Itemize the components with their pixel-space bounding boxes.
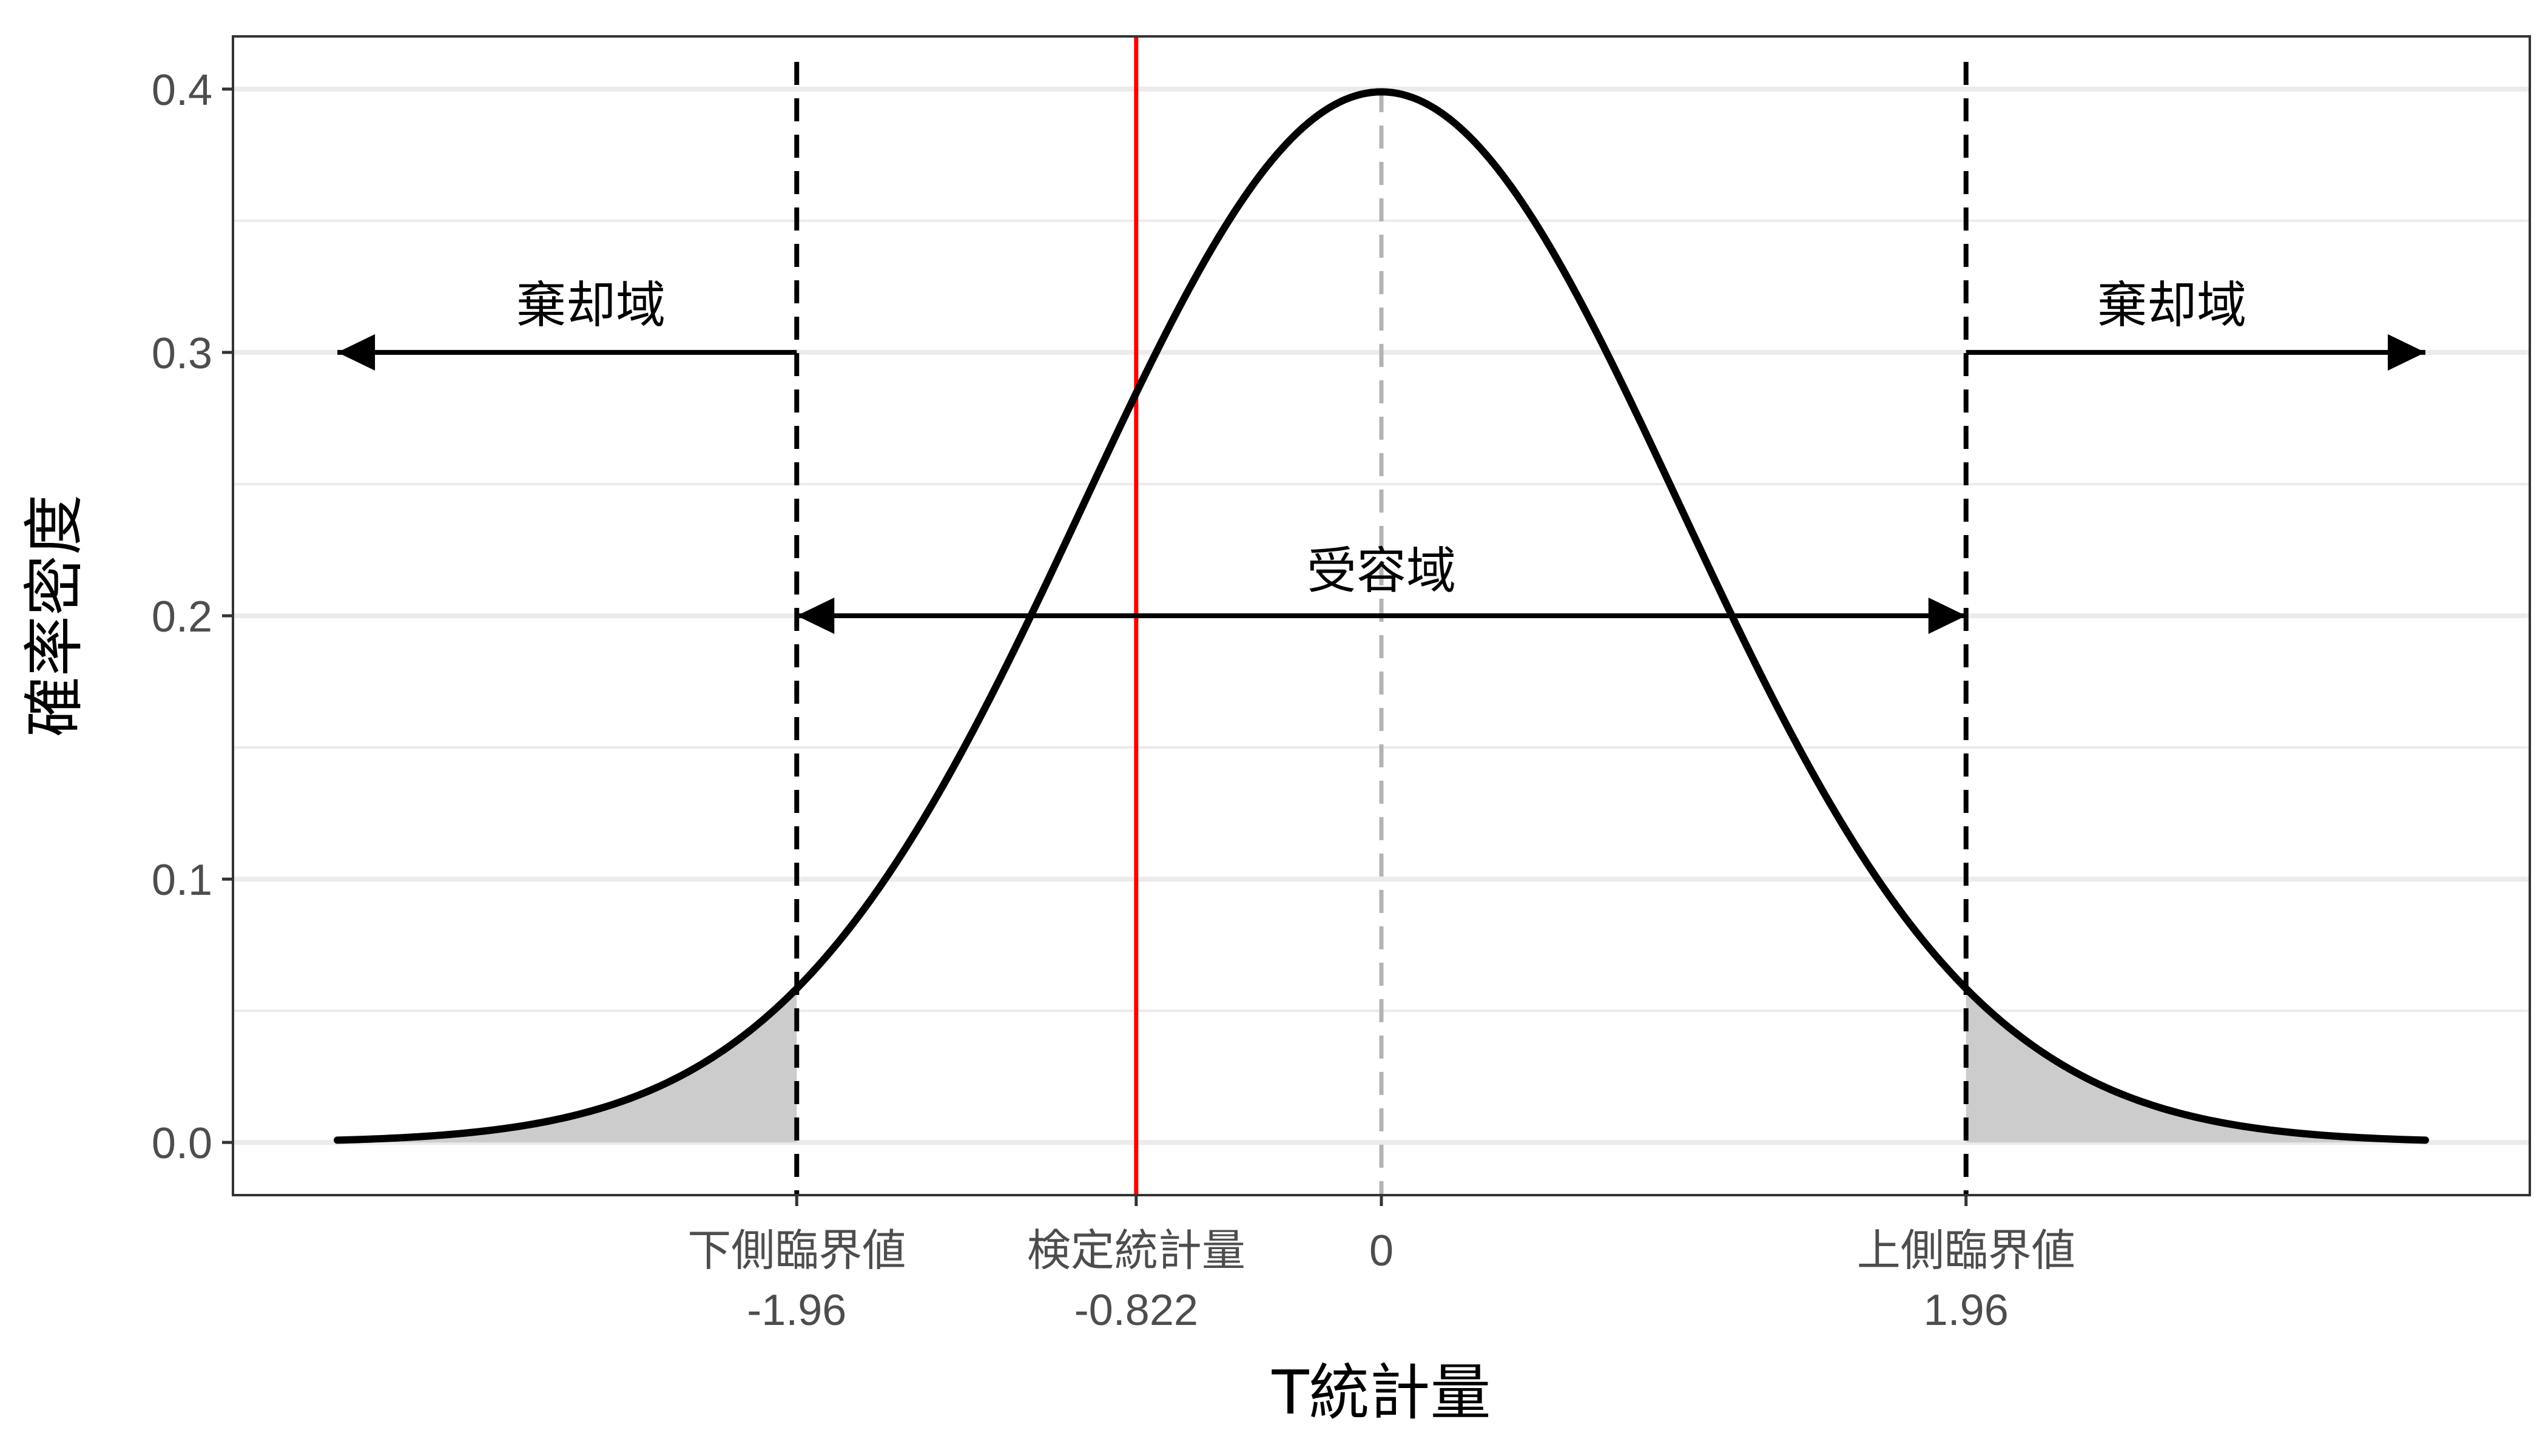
x-tick-label: 検定統計量 [1027, 1227, 1245, 1275]
y-tick-label: 0.2 [152, 593, 212, 641]
region-label: 受容域 [1307, 542, 1456, 600]
density-curve-layer [334, 88, 2429, 1144]
y-axis-title: 確率密度 [19, 494, 90, 737]
y-tick-label: 0.1 [152, 856, 212, 905]
y-tick-label: 0.3 [152, 329, 212, 378]
x-tick-value-label: -1.96 [747, 1286, 846, 1335]
x-tick-label: 下側臨界値 [687, 1227, 906, 1275]
lower-tail-area [337, 988, 797, 1143]
y-tick-label: 0.4 [152, 66, 212, 115]
density-curve [334, 88, 2429, 1144]
upper-tail-area [1966, 988, 2425, 1143]
x-tick-label: 上側臨界値 [1857, 1227, 2075, 1275]
region-label: 棄却域 [516, 277, 666, 334]
x-tick-label: 0 [1369, 1227, 1394, 1275]
axes: 0.0 0.1 0.2 0.3 0.4 下側臨界値 -1.96 検定統計量 -0.822 0 上側臨… [152, 66, 2075, 1335]
rejection-tail-areas [337, 988, 2425, 1143]
x-tick-value-label: 1.96 [1924, 1286, 2009, 1335]
region-label: 棄却域 [2097, 277, 2246, 334]
arrow-head [2387, 334, 2425, 371]
x-tick-value-label: -0.822 [1074, 1286, 1198, 1335]
arrow-head [1928, 598, 1966, 634]
y-tick-label: 0.0 [152, 1119, 212, 1168]
arrow-head [797, 598, 835, 634]
reference-lines [794, 36, 1969, 1195]
x-axis-title: T統計量 [1271, 1357, 1491, 1428]
arrow-head [337, 334, 376, 371]
region-arrows [337, 334, 2425, 634]
